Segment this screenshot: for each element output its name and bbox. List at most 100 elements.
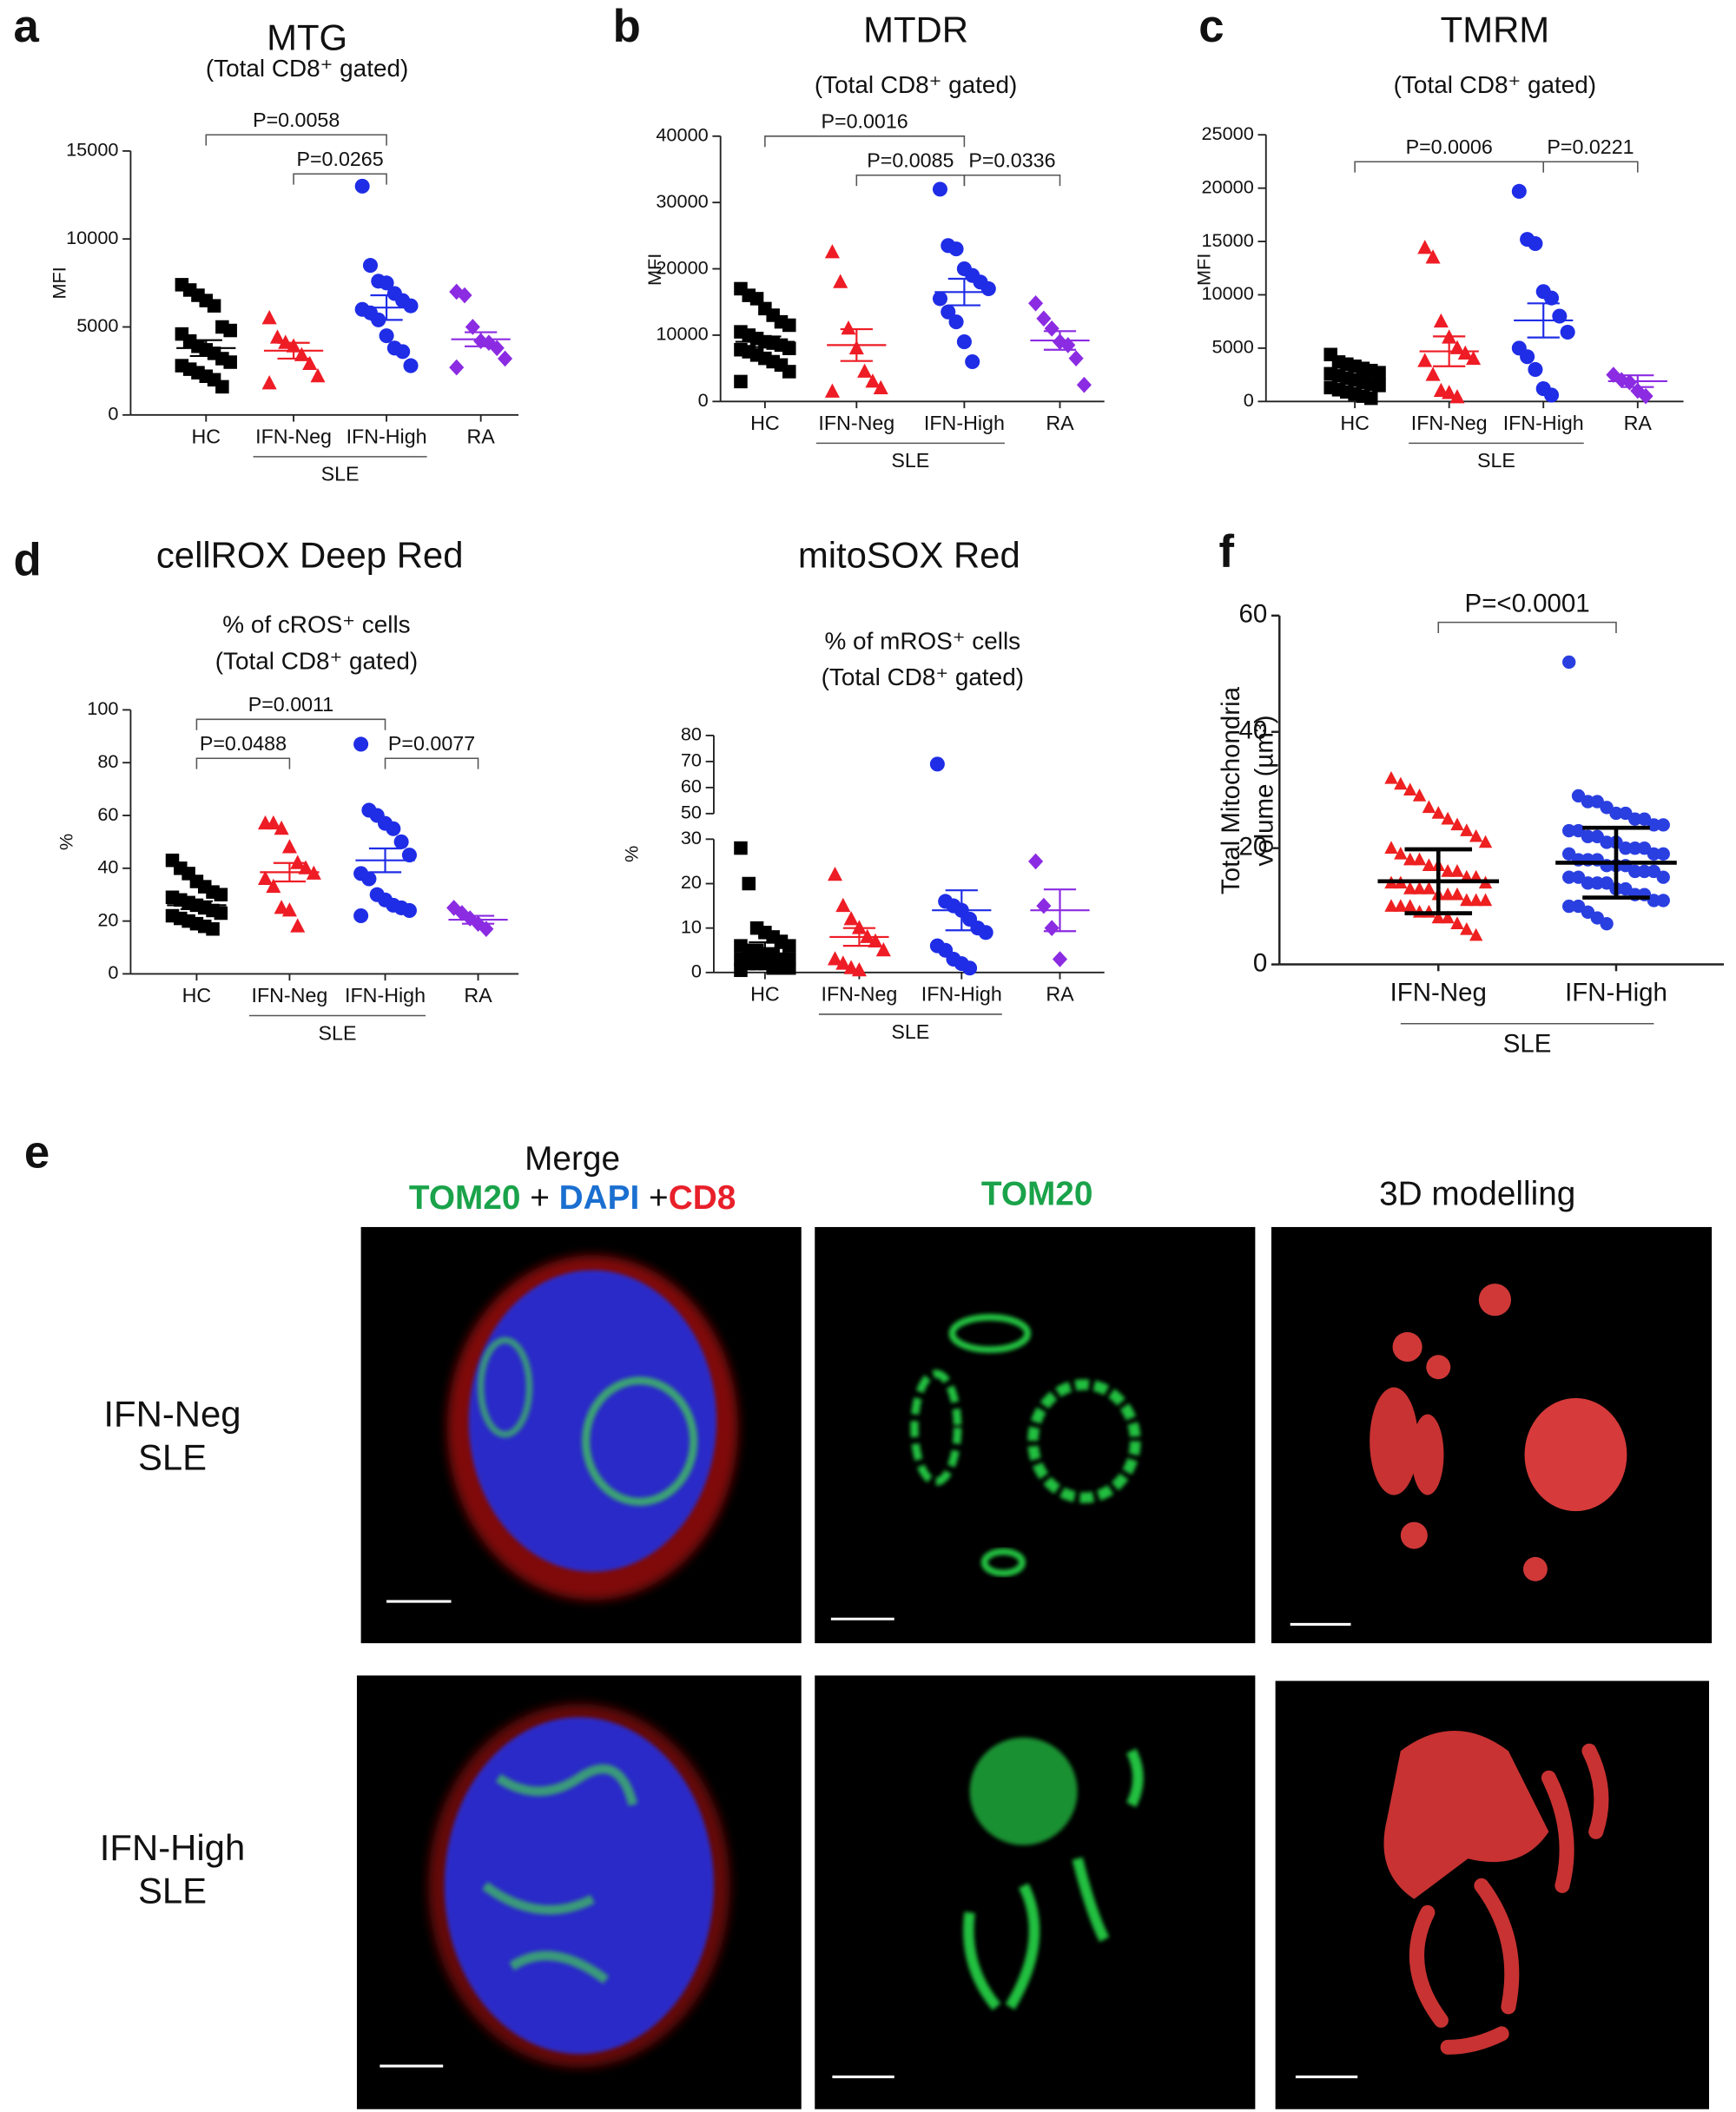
- data-point: [1422, 881, 1436, 894]
- data-point: [1637, 864, 1652, 879]
- data-point: [833, 274, 848, 288]
- comparison-bracket: [855, 174, 966, 187]
- y-tick-label: 100: [87, 697, 118, 719]
- data-point: [841, 320, 856, 335]
- x-tick-label: IFN-Neg: [821, 982, 897, 1005]
- panel-letter: c: [1198, 1, 1224, 52]
- error-bar: [1621, 374, 1654, 388]
- data-point: [1403, 881, 1417, 894]
- data-point: [290, 855, 306, 869]
- data-point: [857, 363, 873, 378]
- data-point: [835, 955, 851, 970]
- chart-title: MTG: [267, 17, 347, 58]
- y-axis-label: %: [621, 846, 643, 862]
- p-value: P=0.0265: [296, 148, 383, 170]
- data-point: [214, 906, 228, 921]
- data-point: [1562, 823, 1576, 838]
- data-point: [1441, 811, 1455, 825]
- data-point: [948, 241, 964, 257]
- data-point: [353, 736, 369, 752]
- chart: f Total Mitochondria volume (µm³) 0 20 40 60 IF…: [1217, 526, 1725, 1058]
- data-point: [257, 870, 274, 885]
- data-point: [843, 911, 859, 926]
- data-point: [479, 921, 494, 938]
- data-point: [1628, 812, 1642, 826]
- data-point: [1656, 847, 1670, 861]
- comparison-bracket: [384, 757, 479, 769]
- data-point: [1076, 376, 1092, 393]
- micrographs: [356, 1226, 1713, 2109]
- x-tick-label: HC: [182, 984, 212, 1006]
- x-tick-label: RA: [1624, 412, 1653, 434]
- data-point: [948, 314, 964, 330]
- data-point: [281, 839, 297, 854]
- data-point: [1469, 828, 1483, 842]
- error-bar: [749, 335, 782, 348]
- data-point: [1422, 800, 1436, 814]
- chart-subtitle: (Total CD8⁺ gated): [815, 71, 1017, 98]
- comparison-bracket: [195, 718, 386, 730]
- error-bar: [1527, 302, 1560, 339]
- y-tick-label: 70: [681, 749, 702, 771]
- data-point: [865, 373, 881, 388]
- group-label: SLE: [891, 449, 929, 472]
- data-point: [1600, 917, 1614, 931]
- data-point: [978, 925, 993, 940]
- data-point: [1619, 841, 1633, 855]
- error-bar: [180, 900, 214, 911]
- data-point: [1466, 350, 1482, 366]
- panel-letter: e: [24, 1127, 50, 1178]
- error-bar: [461, 914, 495, 925]
- panel-letter: b: [613, 1, 641, 52]
- data-point: [379, 275, 394, 291]
- data-point: [298, 860, 314, 874]
- data-point: [962, 960, 978, 976]
- data-point: [742, 876, 756, 891]
- x-tick-label: IFN-Neg: [255, 425, 332, 447]
- data-point: [302, 355, 318, 371]
- data-point: [269, 329, 285, 344]
- p-value: P=0.0488: [200, 732, 287, 755]
- y-tick-label: 20000: [1201, 175, 1253, 197]
- data-point: [1052, 951, 1068, 967]
- data-point: [1403, 899, 1417, 912]
- error-bar: [945, 889, 978, 932]
- error-bar: [277, 341, 310, 360]
- data-point: [1469, 893, 1483, 907]
- data-point: [393, 834, 409, 849]
- data-point: [1520, 349, 1535, 365]
- y-tick-label: 20: [681, 871, 702, 893]
- p-value: P=<0.0001: [1465, 589, 1590, 617]
- data-point: [1544, 290, 1560, 306]
- data-point: [1469, 927, 1483, 941]
- data-point: [1384, 841, 1398, 854]
- data-point: [734, 841, 748, 855]
- data-point: [281, 902, 297, 917]
- error-bar: [1582, 825, 1650, 900]
- data-point: [1460, 823, 1474, 836]
- error-bar: [1433, 335, 1466, 367]
- error-bar: [947, 277, 980, 307]
- row-label: SLE: [138, 1871, 207, 1911]
- stain-header: TOM20 + DAPI +CD8: [409, 1179, 736, 1217]
- y-tick-label: 20: [97, 908, 118, 930]
- stain-sep: +: [639, 1179, 668, 1217]
- x-tick-label: IFN-High: [1503, 412, 1584, 434]
- data-point: [873, 380, 888, 395]
- group-label: SLE: [319, 1021, 357, 1044]
- data-point: [274, 820, 289, 835]
- panel-letter: f: [1218, 526, 1234, 578]
- data-point: [827, 951, 843, 966]
- data-point: [1647, 894, 1661, 908]
- row-label: SLE: [138, 1436, 207, 1477]
- column-header: TOM20: [981, 1176, 1093, 1213]
- data-point: [782, 365, 796, 379]
- column-header: 3D modelling: [1379, 1176, 1575, 1213]
- data-point: [1394, 846, 1408, 860]
- error-bar: [842, 927, 876, 947]
- y-axis-label: MFI: [1193, 254, 1215, 286]
- error-bar: [465, 331, 498, 347]
- data-point: [824, 383, 840, 398]
- y-axis-label: Total Mitochondria: [1217, 686, 1245, 894]
- data-point: [1528, 235, 1543, 252]
